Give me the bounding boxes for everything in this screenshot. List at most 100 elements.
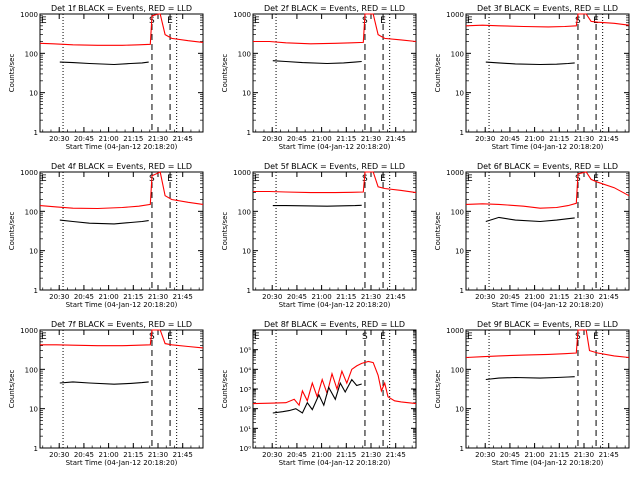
x-tick-label: 20:45 xyxy=(500,293,520,301)
x-tick-label: 21:00 xyxy=(99,135,119,143)
marker-label: E xyxy=(254,16,260,26)
series-events xyxy=(272,60,362,65)
x-tick-label: 21:15 xyxy=(549,293,569,301)
x-tick-label: 21:30 xyxy=(361,135,381,143)
series-lld xyxy=(465,13,630,28)
x-tick-label: 20:45 xyxy=(287,293,307,301)
x-tick-label: 21:30 xyxy=(148,293,168,301)
x-tick-label: 21:45 xyxy=(173,135,193,143)
plot-frame xyxy=(252,171,417,291)
marker-label: E xyxy=(167,16,173,26)
y-tick-label: 1 xyxy=(247,287,251,295)
x-tick-label: 21:00 xyxy=(525,293,545,301)
y-axis-label: Counts/sec xyxy=(221,54,229,93)
series-lld xyxy=(39,13,204,46)
x-tick-label: 20:45 xyxy=(287,451,307,459)
x-tick-label: 21:30 xyxy=(148,135,168,143)
panel-1: Det 1f BLACK = Events, RED = LLD 1 10 100 10… xyxy=(8,4,204,151)
marker-label: E xyxy=(41,332,47,342)
y-tick-label: 1000 xyxy=(20,327,38,335)
series-lld xyxy=(465,329,630,359)
marker-label: E xyxy=(380,174,386,184)
x-axis-label: Start Time (04-Jan-12 20:18:20) xyxy=(492,143,604,151)
y-axis-label: Counts/sec xyxy=(8,212,16,251)
panel-6: Det 6f BLACK = Events, RED = LLD 1 10 100 10… xyxy=(434,162,630,309)
y-tick-label: 100 xyxy=(25,208,38,216)
x-axis-label: Start Time (04-Jan-12 20:18:20) xyxy=(66,301,178,309)
x-tick-label: 21:30 xyxy=(574,293,594,301)
marker-label: S xyxy=(575,16,581,26)
y-tick-label: 10 xyxy=(242,90,251,98)
x-tick-label: 20:30 xyxy=(49,293,69,301)
x-axis-label: Start Time (04-Jan-12 20:18:20) xyxy=(66,143,178,151)
plot-frame xyxy=(252,329,417,449)
x-tick-label: 21:30 xyxy=(574,135,594,143)
x-tick-label: 21:45 xyxy=(386,293,406,301)
x-tick-label: 20:30 xyxy=(49,451,69,459)
panel-title: Det 9f BLACK = Events, RED = LLD xyxy=(477,320,618,329)
panel-title: Det 4f BLACK = Events, RED = LLD xyxy=(51,162,192,171)
y-tick-label: 10² xyxy=(239,406,251,414)
y-tick-label: 1 xyxy=(460,445,464,453)
y-tick-label: 10¹ xyxy=(239,425,251,433)
y-axis-label: Counts/sec xyxy=(8,370,16,409)
marker-label: S xyxy=(362,174,368,184)
panel-title: Det 6f BLACK = Events, RED = LLD xyxy=(477,162,618,171)
series-events xyxy=(59,219,149,225)
panel-5: Det 5f BLACK = Events, RED = LLD 1 10 100 10… xyxy=(221,162,417,309)
panel-title: Det 5f BLACK = Events, RED = LLD xyxy=(264,162,405,171)
x-tick-label: 20:45 xyxy=(74,293,94,301)
y-tick-label: 10 xyxy=(29,90,38,98)
y-tick-label: 1 xyxy=(34,129,38,137)
y-tick-label: 100 xyxy=(25,50,38,58)
x-tick-label: 20:45 xyxy=(500,451,520,459)
y-tick-label: 1000 xyxy=(20,169,38,177)
series-lld xyxy=(252,360,417,407)
x-tick-label: 21:45 xyxy=(599,451,619,459)
x-tick-label: 21:30 xyxy=(361,451,381,459)
x-tick-label: 20:30 xyxy=(475,135,495,143)
x-tick-label: 21:00 xyxy=(525,135,545,143)
series-events xyxy=(272,204,362,207)
panel-4: Det 4f BLACK = Events, RED = LLD 1 10 100 10… xyxy=(8,162,204,309)
y-tick-label: 10⁰ xyxy=(239,445,251,453)
y-tick-label: 100 xyxy=(238,208,251,216)
x-tick-label: 20:45 xyxy=(500,135,520,143)
y-tick-label: 1 xyxy=(460,129,464,137)
x-tick-label: 21:30 xyxy=(148,451,168,459)
x-tick-label: 21:45 xyxy=(386,135,406,143)
series-lld xyxy=(253,171,417,194)
marker-label: E xyxy=(380,16,386,26)
x-tick-label: 21:15 xyxy=(336,293,356,301)
y-axis-label: Counts/sec xyxy=(434,370,442,409)
panel-7: Det 7f BLACK = Events, RED = LLD 1 10 100 10… xyxy=(8,320,204,467)
y-tick-label: 10 xyxy=(455,248,464,256)
marker-label: E xyxy=(41,174,47,184)
x-axis-label: Start Time (04-Jan-12 20:18:20) xyxy=(492,459,604,467)
plot-frame xyxy=(465,13,630,133)
marker-label: E xyxy=(593,16,599,26)
y-tick-label: 100 xyxy=(25,366,38,374)
x-tick-label: 20:30 xyxy=(475,293,495,301)
x-axis-label: Start Time (04-Jan-12 20:18:20) xyxy=(279,301,391,309)
y-tick-label: 100 xyxy=(451,208,464,216)
y-tick-label: 1000 xyxy=(233,169,251,177)
panel-title: Det 2f BLACK = Events, RED = LLD xyxy=(264,4,405,13)
x-tick-label: 21:15 xyxy=(123,135,143,143)
y-tick-label: 1 xyxy=(460,287,464,295)
x-tick-label: 21:45 xyxy=(386,451,406,459)
x-tick-label: 20:45 xyxy=(74,451,94,459)
x-tick-label: 21:00 xyxy=(312,135,332,143)
x-tick-label: 20:30 xyxy=(262,293,282,301)
y-tick-label: 100 xyxy=(451,366,464,374)
marker-label: E xyxy=(467,332,473,342)
x-tick-label: 21:45 xyxy=(173,293,193,301)
y-axis-label: Counts/sec xyxy=(434,54,442,93)
y-tick-label: 1000 xyxy=(20,11,38,19)
y-tick-label: 10⁵ xyxy=(239,347,251,355)
y-tick-label: 10 xyxy=(455,406,464,414)
marker-label: E xyxy=(380,332,386,342)
y-tick-label: 10 xyxy=(29,248,38,256)
x-tick-label: 21:00 xyxy=(99,293,119,301)
y-tick-label: 10 xyxy=(29,406,38,414)
